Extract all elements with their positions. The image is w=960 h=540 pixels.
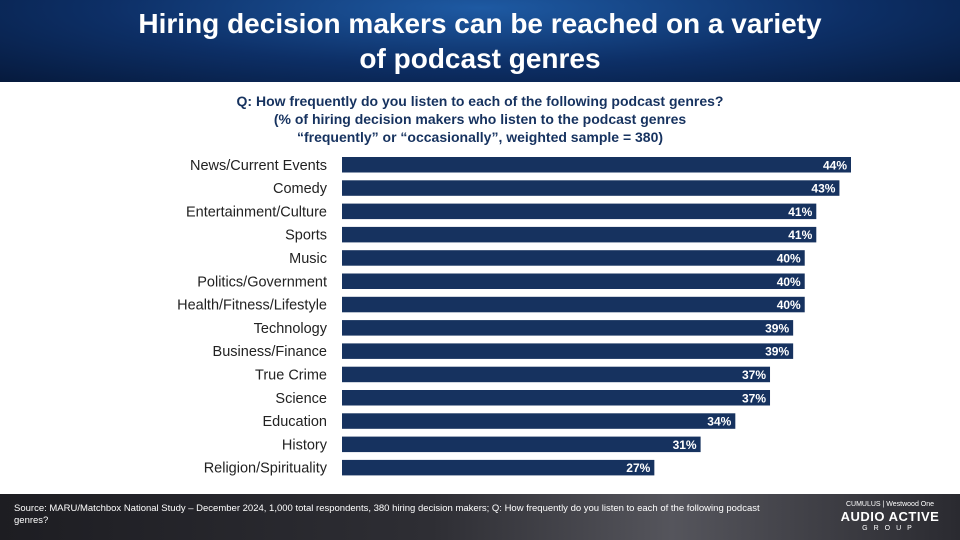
bar <box>342 203 817 220</box>
logo-sub-text: GROUP <box>862 525 918 532</box>
data-label: 41% <box>788 205 812 219</box>
question-line-1: Q: How frequently do you listen to each … <box>236 93 724 109</box>
data-label: 39% <box>765 345 789 359</box>
footer-bar: Source: MARU/Matchbox National Study – D… <box>0 494 960 540</box>
category-label: Comedy <box>273 181 328 197</box>
category-label: Religion/Spirituality <box>204 461 328 477</box>
category-label: Technology <box>254 321 328 337</box>
bar <box>342 226 817 243</box>
bar <box>342 250 805 266</box>
bar <box>342 296 805 313</box>
bar <box>342 436 701 453</box>
bar <box>342 180 840 196</box>
data-label: 43% <box>811 182 835 196</box>
data-label: 40% <box>777 275 801 289</box>
category-label: History <box>282 437 328 453</box>
source-note: Source: MARU/Matchbox National Study – D… <box>14 503 760 526</box>
question-line-3: “frequently” or “occasionally”, weighted… <box>296 129 664 145</box>
question-line-2: (% of hiring decision makers who listen … <box>273 111 687 127</box>
audio-active-group-logo: CUMULUS | Westwood One AUDIO ACTIVE GROU… <box>834 500 946 533</box>
data-label: 39% <box>765 321 789 335</box>
data-label: 40% <box>777 251 801 265</box>
category-label: Music <box>289 251 327 267</box>
category-label: Science <box>275 391 327 407</box>
category-label: News/Current Events <box>190 158 327 174</box>
logo-top-text: CUMULUS | Westwood One <box>845 501 935 508</box>
category-label: Politics/Government <box>197 274 327 290</box>
logo-main-text: AUDIO ACTIVE <box>840 509 940 524</box>
category-label: Education <box>263 414 328 430</box>
data-label: 37% <box>742 391 766 405</box>
page-title: Hiring decision makers can be reached on… <box>138 8 822 74</box>
category-label: Business/Finance <box>213 344 327 360</box>
bar <box>342 390 771 406</box>
bar <box>342 157 851 173</box>
data-label: 31% <box>673 438 697 452</box>
data-label: 44% <box>823 158 847 172</box>
bar <box>342 366 771 383</box>
data-label: 40% <box>777 298 801 312</box>
bar-chart: News/Current Events 44% Comedy 43% Entertain… <box>177 157 851 477</box>
chart-question: Q: How frequently do you listen to each … <box>0 92 960 146</box>
bar <box>342 320 794 336</box>
bar <box>342 413 736 429</box>
bar <box>342 343 794 359</box>
category-label: Health/Fitness/Lifestyle <box>177 298 327 314</box>
category-label: Entertainment/Culture <box>186 204 327 220</box>
data-label: 34% <box>707 415 731 429</box>
category-label: True Crime <box>255 367 327 383</box>
data-label: 41% <box>788 228 812 242</box>
data-label: 27% <box>626 461 650 475</box>
data-label: 37% <box>742 368 766 382</box>
bar <box>342 459 655 476</box>
header-banner: Hiring decision makers can be reached on… <box>0 0 960 82</box>
category-label: Sports <box>285 228 327 244</box>
bar <box>342 273 805 289</box>
